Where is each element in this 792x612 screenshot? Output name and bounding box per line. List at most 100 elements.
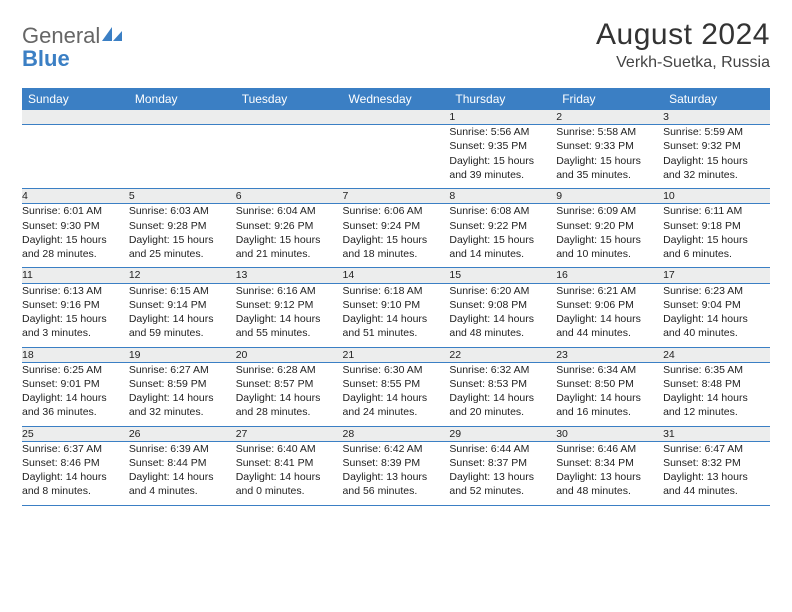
day1-text: Daylight: 14 hours — [22, 391, 129, 405]
day1-text: Daylight: 14 hours — [343, 312, 450, 326]
day-cell: Sunrise: 6:27 AMSunset: 8:59 PMDaylight:… — [129, 362, 236, 426]
sunset-text: Sunset: 9:14 PM — [129, 298, 236, 312]
sunset-text: Sunset: 8:32 PM — [663, 456, 770, 470]
weekday-header: Sunday — [22, 88, 129, 110]
day1-text: Daylight: 14 hours — [129, 391, 236, 405]
day1-text: Daylight: 15 hours — [449, 233, 556, 247]
day-number: 31 — [663, 426, 770, 441]
day-cell: Sunrise: 6:16 AMSunset: 9:12 PMDaylight:… — [236, 283, 343, 347]
brand-logo: General Blue — [22, 24, 122, 70]
day-number: 17 — [663, 268, 770, 283]
sunset-text: Sunset: 9:16 PM — [22, 298, 129, 312]
sunset-text: Sunset: 9:30 PM — [22, 219, 129, 233]
weekday-header: Wednesday — [343, 88, 450, 110]
sunrise-text: Sunrise: 6:35 AM — [663, 363, 770, 377]
day1-text: Daylight: 14 hours — [663, 391, 770, 405]
day1-text: Daylight: 14 hours — [236, 470, 343, 484]
day-number: 25 — [22, 426, 129, 441]
day1-text: Daylight: 15 hours — [129, 233, 236, 247]
day-number: 28 — [343, 426, 450, 441]
day-number: 20 — [236, 347, 343, 362]
day-number: 2 — [556, 110, 663, 125]
sunset-text: Sunset: 9:35 PM — [449, 139, 556, 153]
sunset-text: Sunset: 8:53 PM — [449, 377, 556, 391]
day-cell: Sunrise: 6:03 AMSunset: 9:28 PMDaylight:… — [129, 204, 236, 268]
day-cell: Sunrise: 6:13 AMSunset: 9:16 PMDaylight:… — [22, 283, 129, 347]
sunrise-text: Sunrise: 6:06 AM — [343, 204, 450, 218]
sunset-text: Sunset: 9:24 PM — [343, 219, 450, 233]
title-block: August 2024 Verkh-Suetka, Russia — [596, 18, 770, 72]
day-cell: Sunrise: 6:01 AMSunset: 9:30 PMDaylight:… — [22, 204, 129, 268]
day-number: 26 — [129, 426, 236, 441]
day-cell: Sunrise: 5:56 AMSunset: 9:35 PMDaylight:… — [449, 125, 556, 189]
sunrise-text: Sunrise: 6:47 AM — [663, 442, 770, 456]
day-cell: Sunrise: 6:08 AMSunset: 9:22 PMDaylight:… — [449, 204, 556, 268]
day-cell: Sunrise: 6:30 AMSunset: 8:55 PMDaylight:… — [343, 362, 450, 426]
day2-text: and 10 minutes. — [556, 247, 663, 261]
day-cell — [236, 125, 343, 189]
month-title: August 2024 — [596, 18, 770, 52]
sunrise-text: Sunrise: 6:30 AM — [343, 363, 450, 377]
day-cell — [343, 125, 450, 189]
day-cell: Sunrise: 5:59 AMSunset: 9:32 PMDaylight:… — [663, 125, 770, 189]
day2-text: and 36 minutes. — [22, 405, 129, 419]
sunrise-text: Sunrise: 6:16 AM — [236, 284, 343, 298]
sunrise-text: Sunrise: 6:40 AM — [236, 442, 343, 456]
day-number: 27 — [236, 426, 343, 441]
sunset-text: Sunset: 9:20 PM — [556, 219, 663, 233]
day2-text: and 28 minutes. — [236, 405, 343, 419]
sunset-text: Sunset: 9:32 PM — [663, 139, 770, 153]
day1-text: Daylight: 14 hours — [556, 391, 663, 405]
day1-text: Daylight: 13 hours — [663, 470, 770, 484]
sunset-text: Sunset: 8:44 PM — [129, 456, 236, 470]
day-cell: Sunrise: 6:20 AMSunset: 9:08 PMDaylight:… — [449, 283, 556, 347]
weekday-header-row: Sunday Monday Tuesday Wednesday Thursday… — [22, 88, 770, 110]
day1-text: Daylight: 15 hours — [22, 312, 129, 326]
day-number: 12 — [129, 268, 236, 283]
day1-text: Daylight: 15 hours — [663, 154, 770, 168]
brand-part2: Blue — [22, 46, 70, 71]
sunrise-text: Sunrise: 6:01 AM — [22, 204, 129, 218]
day-cell: Sunrise: 6:18 AMSunset: 9:10 PMDaylight:… — [343, 283, 450, 347]
day-number: 5 — [129, 189, 236, 204]
day2-text: and 14 minutes. — [449, 247, 556, 261]
sunrise-text: Sunrise: 6:25 AM — [22, 363, 129, 377]
sunrise-text: Sunrise: 6:42 AM — [343, 442, 450, 456]
day-number-row: 25262728293031 — [22, 426, 770, 441]
day-cell: Sunrise: 5:58 AMSunset: 9:33 PMDaylight:… — [556, 125, 663, 189]
day-cell: Sunrise: 6:40 AMSunset: 8:41 PMDaylight:… — [236, 441, 343, 505]
sunrise-text: Sunrise: 6:39 AM — [129, 442, 236, 456]
day-number: 24 — [663, 347, 770, 362]
sunset-text: Sunset: 8:39 PM — [343, 456, 450, 470]
sunrise-text: Sunrise: 6:08 AM — [449, 204, 556, 218]
day-cell: Sunrise: 6:04 AMSunset: 9:26 PMDaylight:… — [236, 204, 343, 268]
day-number: 21 — [343, 347, 450, 362]
day2-text: and 4 minutes. — [129, 484, 236, 498]
day-detail-row: Sunrise: 6:37 AMSunset: 8:46 PMDaylight:… — [22, 441, 770, 505]
day-number — [236, 110, 343, 125]
day-number: 3 — [663, 110, 770, 125]
day-number: 22 — [449, 347, 556, 362]
day-number: 19 — [129, 347, 236, 362]
sunset-text: Sunset: 8:59 PM — [129, 377, 236, 391]
day-cell: Sunrise: 6:44 AMSunset: 8:37 PMDaylight:… — [449, 441, 556, 505]
weekday-header: Thursday — [449, 88, 556, 110]
day-cell: Sunrise: 6:23 AMSunset: 9:04 PMDaylight:… — [663, 283, 770, 347]
sunset-text: Sunset: 9:12 PM — [236, 298, 343, 312]
day2-text: and 16 minutes. — [556, 405, 663, 419]
day-number: 30 — [556, 426, 663, 441]
calendar-body: 123Sunrise: 5:56 AMSunset: 9:35 PMDaylig… — [22, 110, 770, 505]
day2-text: and 40 minutes. — [663, 326, 770, 340]
day2-text: and 52 minutes. — [449, 484, 556, 498]
brand-part1: General — [22, 23, 100, 48]
day-cell: Sunrise: 6:06 AMSunset: 9:24 PMDaylight:… — [343, 204, 450, 268]
sunset-text: Sunset: 9:06 PM — [556, 298, 663, 312]
day-cell: Sunrise: 6:46 AMSunset: 8:34 PMDaylight:… — [556, 441, 663, 505]
day-cell: Sunrise: 6:15 AMSunset: 9:14 PMDaylight:… — [129, 283, 236, 347]
weekday-header: Monday — [129, 88, 236, 110]
day-number: 9 — [556, 189, 663, 204]
sunrise-text: Sunrise: 5:58 AM — [556, 125, 663, 139]
day-number-row: 123 — [22, 110, 770, 125]
day-detail-row: Sunrise: 5:56 AMSunset: 9:35 PMDaylight:… — [22, 125, 770, 189]
day2-text: and 48 minutes. — [556, 484, 663, 498]
